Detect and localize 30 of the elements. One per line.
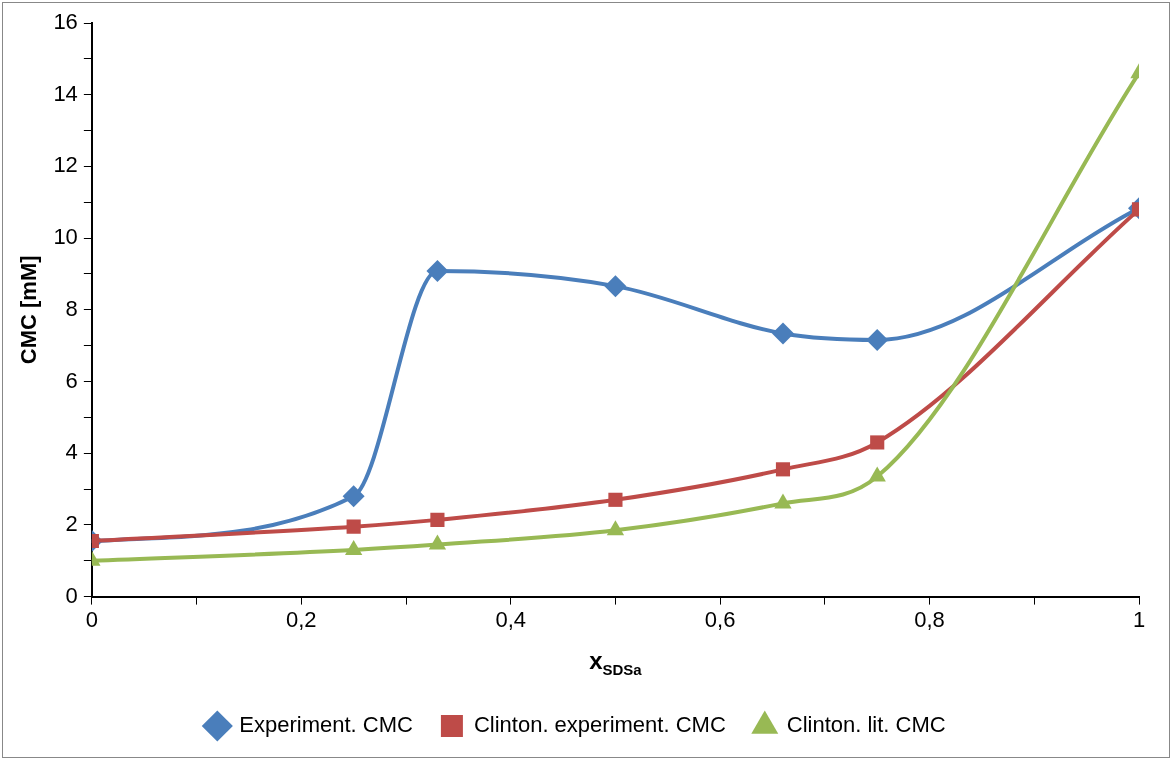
y-tick-label: 14 xyxy=(53,80,78,106)
y-tick-label: 8 xyxy=(65,295,78,321)
y-axis-title: CMC [mM] xyxy=(16,255,42,365)
point xyxy=(775,462,791,477)
point xyxy=(606,520,625,536)
y-tick-label: 0 xyxy=(65,582,78,608)
point xyxy=(771,322,794,345)
point xyxy=(870,435,885,450)
point xyxy=(866,328,889,351)
x-tick-label: 0,6 xyxy=(704,606,736,632)
x-tick-label: 1 xyxy=(1132,606,1146,632)
point xyxy=(430,512,445,527)
y-tick-label: 6 xyxy=(65,367,78,393)
legend-label: Clinton. experiment. CMC xyxy=(473,712,726,738)
y-tick-label: 2 xyxy=(65,510,78,536)
x-tick-label: 0 xyxy=(85,606,98,632)
y-tick-label: 16 xyxy=(53,9,78,35)
legend-label: Clinton. lit. CMC xyxy=(786,712,946,738)
point xyxy=(346,519,361,534)
point xyxy=(342,485,365,508)
point xyxy=(608,492,623,507)
x-tick-label: 0,8 xyxy=(914,606,945,632)
point xyxy=(604,275,627,298)
legend-label: Experiment. CMC xyxy=(239,712,414,738)
x-tick-label: 0,4 xyxy=(495,606,527,632)
y-tick-label: 4 xyxy=(65,439,78,465)
x-tick-label: 0,2 xyxy=(286,606,317,632)
y-tick-label: 12 xyxy=(53,152,78,178)
y-tick-label: 10 xyxy=(53,224,78,250)
point xyxy=(426,260,449,283)
